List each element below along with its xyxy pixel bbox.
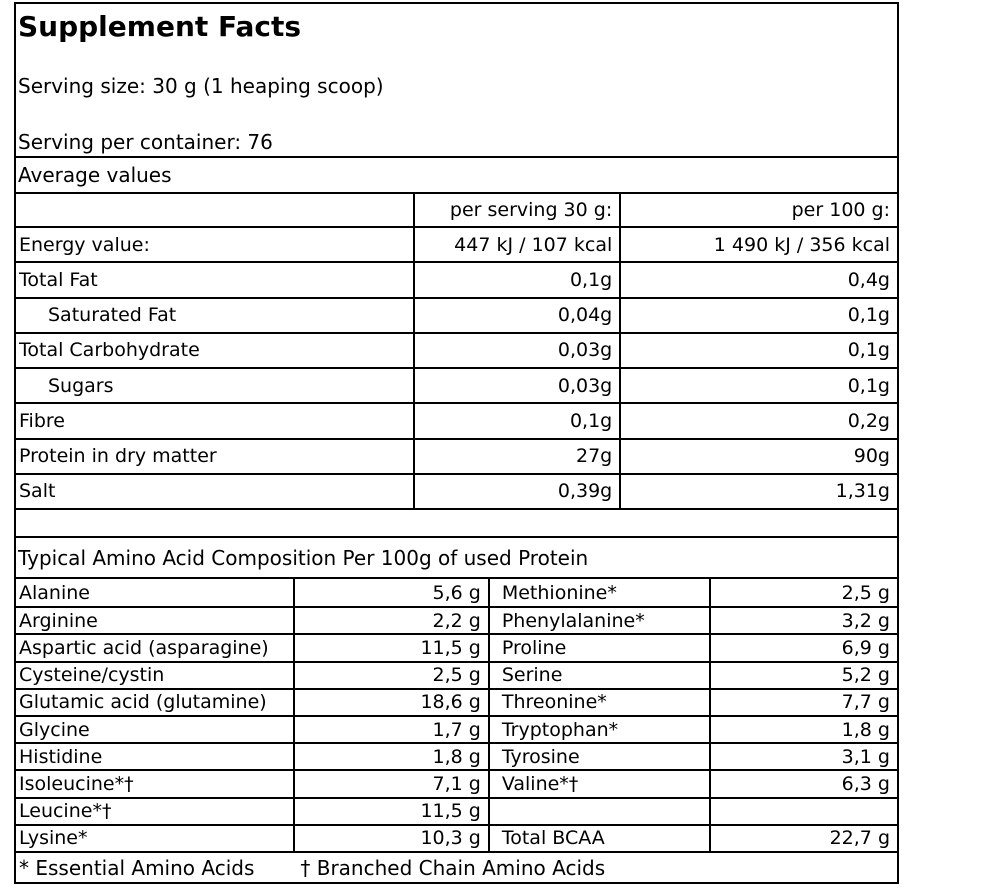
nutrient-per-100g: 1,31g: [619, 472, 897, 508]
amino-name: Arginine: [16, 606, 293, 633]
nutrient-label: Total Fat: [16, 261, 414, 296]
amino-value: 2,5 g: [292, 660, 488, 688]
nutrient-label: Saturated Fat: [16, 296, 414, 332]
page-title: Supplement Facts: [18, 10, 302, 43]
amino-name: Proline: [487, 633, 709, 661]
nutrient-label: Salt: [16, 472, 414, 508]
amino-name: Serine: [487, 660, 709, 688]
nutrition-table: per serving 30 g: per 100 g: Energy valu…: [16, 192, 897, 508]
amino-name: Aspartic acid (asparagine): [16, 633, 293, 660]
nutrient-per-serving: 0,1g: [413, 402, 620, 438]
amino-name: Lysine*: [16, 823, 293, 851]
nutrient-per-100g: 90g: [619, 437, 897, 473]
amino-name: Alanine: [19, 581, 90, 604]
amino-value: 7,7 g: [708, 687, 897, 715]
amino-name: Leucine*†: [16, 796, 293, 824]
nutrient-per-serving: 447 kJ / 107 kcal: [413, 226, 620, 262]
amino-name: Methionine*: [487, 579, 709, 607]
amino-section-title: Typical Amino Acid Composition Per 100g …: [16, 536, 897, 577]
amino-value: 11,5 g: [292, 796, 488, 824]
amino-name: Tyrosine: [487, 742, 709, 770]
amino-name: Threonine*: [487, 687, 709, 715]
servings-per-container-text: Serving per container: 76: [18, 130, 273, 154]
amino-value: 5,2 g: [708, 660, 897, 688]
label-header: Supplement Facts Serving size: 30 g (1 h…: [16, 4, 897, 156]
amino-value: 6,9 g: [708, 633, 897, 661]
nutrient-label: Fibre: [16, 402, 414, 437]
nutrient-per-100g: 0,2g: [619, 402, 897, 438]
nutrition-header-per-serving: per serving 30 g:: [413, 194, 619, 226]
nutrient-per-100g: 1 490 kJ / 356 kcal: [619, 226, 897, 262]
amino-value: 1,7 g: [292, 715, 488, 743]
nutrition-header-per-100g: per 100 g:: [619, 194, 897, 226]
amino-name: Valine*†: [487, 769, 709, 797]
nutrition-header-empty: [16, 194, 413, 226]
amino-name: Glutamic acid (glutamine): [16, 687, 293, 715]
nutrient-per-serving: 0,39g: [413, 472, 620, 508]
amino-value: 2,5 g: [708, 579, 897, 607]
footnote-bcaa: † Branched Chain Amino Acids: [300, 855, 606, 880]
amino-name: Phenylalanine*: [487, 606, 709, 634]
amino-name: Tryptophan*: [487, 715, 709, 743]
amino-value: 10,3 g: [292, 823, 488, 851]
nutrient-per-100g: 0,1g: [619, 331, 897, 367]
footnotes: * Essential Amino Acids † Branched Chain…: [16, 851, 897, 882]
amino-name: [487, 796, 709, 824]
nutrient-label: Energy value:: [16, 226, 414, 261]
amino-value: 11,5 g: [292, 633, 488, 661]
nutrient-per-serving: 0,1g: [413, 261, 620, 297]
amino-value: 3,2 g: [708, 606, 897, 634]
amino-name: Total BCAA: [487, 823, 709, 851]
nutrient-per-100g: 0,1g: [619, 367, 897, 403]
nutrient-per-serving: 27g: [413, 437, 620, 473]
amino-name: Isoleucine*†: [16, 769, 293, 796]
nutrient-label: Sugars: [16, 367, 414, 402]
amino-value: 3,1 g: [708, 742, 897, 770]
amino-name: Cysteine/cystin: [16, 660, 293, 688]
nutrient-per-serving: 0,04g: [413, 296, 620, 332]
nutrient-per-100g: 0,4g: [619, 261, 897, 297]
spacer-row: [16, 508, 897, 536]
amino-value: 7,1 g: [292, 769, 488, 797]
amino-value: 18,6 g: [292, 687, 488, 715]
amino-value: 5,6 g: [292, 579, 488, 607]
nutrient-per-100g: 0,1g: [619, 296, 897, 332]
average-values-label: Average values: [16, 156, 897, 192]
serving-size-text: Serving size: 30 g (1 heaping scoop): [18, 74, 384, 98]
amino-acid-table: Alanine 5,6 g Methionine* 2,5 g Arginine 2,2 …: [16, 577, 897, 851]
amino-name: Histidine: [16, 742, 293, 769]
amino-value: [708, 796, 897, 824]
nutrient-label: Total Carbohydrate: [16, 331, 414, 367]
amino-value: 6,3 g: [708, 769, 897, 797]
amino-value: 22,7 g: [708, 823, 897, 851]
supplement-facts-label: Supplement Facts Serving size: 30 g (1 h…: [14, 2, 899, 884]
amino-value: 1,8 g: [292, 742, 488, 770]
amino-value: 2,2 g: [292, 606, 488, 634]
footnote-essential: * Essential Amino Acids: [19, 855, 255, 880]
amino-value: 1,8 g: [708, 715, 897, 743]
nutrient-label: Protein in dry matter: [16, 437, 414, 473]
amino-name: Glycine: [16, 715, 293, 742]
nutrient-per-serving: 0,03g: [413, 331, 620, 367]
nutrient-per-serving: 0,03g: [413, 367, 620, 403]
